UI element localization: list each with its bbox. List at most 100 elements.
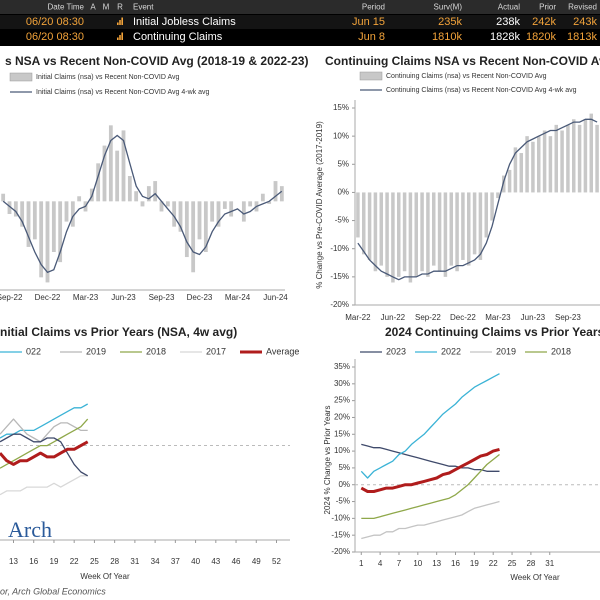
y-tick-label: 10% — [333, 131, 349, 140]
legend-label: Initial Claims (nsa) vs Recent Non-COVID… — [36, 74, 180, 81]
bar — [467, 192, 471, 266]
chart-icon — [119, 20, 121, 25]
x-tick-label: 28 — [526, 559, 535, 568]
x-tick-label: Sep-22 — [0, 293, 23, 302]
bar — [577, 124, 582, 193]
x-tick-label: 19 — [50, 557, 59, 566]
x-tick-label: Jun-23 — [111, 293, 136, 302]
column-header: Event — [133, 3, 154, 12]
x-tick-label: 49 — [252, 557, 261, 566]
y-tick-label: 0% — [338, 480, 350, 489]
legend-label: 2017 — [206, 346, 226, 356]
bar — [70, 201, 75, 227]
legend-label: 2023 — [386, 346, 406, 356]
bar — [367, 192, 372, 260]
bar — [153, 181, 158, 202]
y-tick-label: -15% — [331, 530, 350, 539]
bar — [77, 196, 82, 202]
cell: 1820k — [526, 31, 556, 43]
bar — [408, 192, 413, 283]
cell: 1828k — [490, 31, 520, 43]
bar — [260, 193, 265, 202]
x-tick-label: Mar-23 — [73, 293, 99, 302]
x-tick-label: 16 — [29, 557, 38, 566]
bar — [437, 192, 442, 272]
bar — [140, 201, 145, 207]
x-tick-label: 40 — [191, 557, 200, 566]
chart-title: nitial Claims vs Prior Years (NSA, 4w av… — [0, 325, 237, 339]
bar — [385, 192, 389, 277]
line — [0, 418, 88, 443]
bar — [589, 113, 593, 193]
x-axis-label: Week Of Year — [80, 572, 130, 581]
column-header: Surv(M) — [434, 3, 463, 12]
legend-label: Initial Claims (nsa) vs Recent Non-COVID… — [36, 89, 209, 96]
legend-label: Continuing Claims (nsa) vs Recent Non-CO… — [386, 87, 577, 94]
bar — [134, 191, 139, 202]
bar — [583, 119, 588, 193]
y-tick-label: 25% — [334, 396, 350, 405]
bar — [51, 201, 56, 252]
bar — [165, 201, 170, 207]
y-tick-label: -5% — [336, 497, 350, 506]
bar — [362, 192, 366, 255]
y-tick-label: -10% — [331, 513, 350, 522]
bar — [560, 130, 564, 193]
bar — [455, 192, 459, 272]
column-header: M — [103, 3, 110, 12]
line — [361, 500, 500, 540]
x-tick-label: Sep-23 — [555, 313, 581, 322]
bar — [1, 193, 6, 202]
bar — [102, 145, 107, 202]
x-tick-label: Mar-23 — [485, 313, 511, 322]
column-header: Period — [362, 3, 385, 12]
legend-swatch — [359, 71, 383, 81]
bar — [525, 136, 529, 193]
legend-label: Continuing Claims (nsa) vs Recent Non-CO… — [386, 73, 547, 80]
column-header: Date Time — [48, 3, 85, 12]
x-tick-label: 46 — [232, 557, 241, 566]
cell: 1813k — [567, 31, 597, 43]
bar — [484, 192, 488, 238]
x-tick-label: 19 — [470, 559, 479, 568]
bar — [178, 201, 183, 232]
column-header: Revised — [568, 3, 597, 12]
bar — [595, 124, 599, 193]
x-tick-label: 52 — [272, 557, 281, 566]
cell: 243k — [573, 16, 597, 28]
line — [360, 373, 500, 479]
y-axis-label: % Change vs Pre-COVID Average (2017-2019… — [315, 121, 324, 289]
line — [0, 418, 89, 469]
bar — [216, 201, 221, 227]
line — [361, 443, 500, 472]
chart-icon — [121, 17, 123, 25]
bar — [121, 130, 126, 202]
line — [360, 447, 500, 493]
line — [361, 453, 500, 520]
bar — [461, 192, 465, 260]
bar — [432, 192, 436, 266]
x-tick-label: 10 — [413, 559, 422, 568]
bar — [7, 201, 12, 214]
cell: 235k — [438, 16, 462, 28]
chart-icon — [121, 32, 123, 40]
bar — [172, 201, 177, 227]
bar — [554, 124, 558, 193]
x-tick-label: 22 — [489, 559, 498, 568]
bar — [39, 201, 44, 278]
bar — [26, 201, 31, 247]
bar — [507, 169, 512, 193]
bar — [537, 136, 541, 193]
y-tick-label: 5% — [338, 463, 350, 472]
legend-label: 2019 — [86, 346, 106, 356]
bar — [402, 192, 407, 272]
bar — [490, 192, 494, 221]
line — [0, 433, 89, 477]
x-tick-label: 22 — [70, 557, 79, 566]
y-tick-label: 0% — [337, 188, 349, 197]
x-tick-label: Dec-23 — [187, 293, 213, 302]
y-tick-label: -15% — [330, 272, 349, 281]
y-tick-label: -5% — [335, 216, 349, 225]
y-tick-label: -20% — [331, 547, 350, 556]
